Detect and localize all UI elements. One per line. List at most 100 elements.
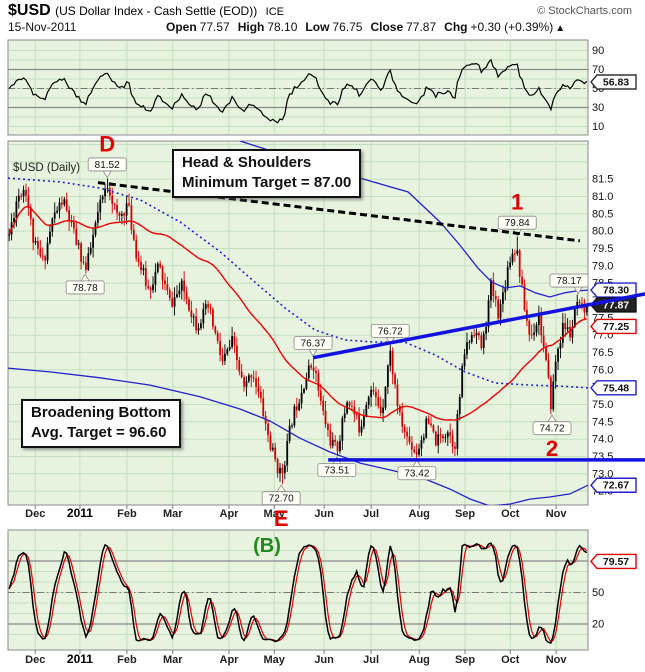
- svg-text:79.0: 79.0: [592, 260, 613, 272]
- price-flag: 73.42: [397, 459, 437, 481]
- svg-text:Apr: Apr: [220, 654, 240, 666]
- svg-text:81.5: 81.5: [592, 174, 613, 186]
- svg-text:Mar: Mar: [163, 654, 183, 666]
- svg-text:77.25: 77.25: [603, 321, 629, 333]
- svg-text:76.5: 76.5: [592, 347, 613, 359]
- svg-text:Jul: Jul: [363, 654, 379, 666]
- price-flag: 78.78: [65, 273, 105, 295]
- overlays: [8, 141, 588, 505]
- bb-line1: Broadening Bottom: [31, 404, 171, 421]
- ma50-line: [8, 205, 587, 421]
- exchange-label: ICE: [265, 6, 284, 18]
- close-value: 77.87: [406, 20, 437, 34]
- high-value: 78.10: [267, 20, 298, 34]
- letter-D: D: [99, 131, 115, 156]
- price-flag: 76.72: [370, 323, 410, 345]
- chart-legend: $USD (Daily): [13, 162, 80, 174]
- svg-text:Oct: Oct: [501, 508, 520, 520]
- svg-text:Nov: Nov: [546, 654, 568, 666]
- svg-text:73.42: 73.42: [404, 469, 429, 480]
- hs-line2: Minimum Target = 87.00: [182, 174, 352, 191]
- axis-value-box: 79.57: [590, 553, 637, 570]
- price-flag: 78.17: [549, 273, 589, 295]
- price-flags: 78.78 81.52 72.70 76.37 73.51 76.72 73.42 79.84…: [65, 157, 589, 506]
- svg-text:81.52: 81.52: [95, 160, 120, 171]
- svg-text:80.5: 80.5: [592, 208, 613, 220]
- svg-text:90: 90: [592, 45, 604, 57]
- chart-header: $USD (US Dollar Index - Cash Settle (EOD…: [8, 2, 638, 20]
- letter-1: 1: [511, 190, 523, 215]
- price-flag: 72.70: [261, 484, 301, 506]
- annotation-head-shoulders: Head & Shoulders Minimum Target = 87.00: [172, 149, 362, 198]
- svg-text:Feb: Feb: [117, 508, 137, 520]
- svg-text:70: 70: [592, 64, 604, 76]
- axis-value-box: 75.48: [590, 380, 637, 396]
- symbol-title: (US Dollar Index - Cash Settle (EOD)): [55, 4, 258, 18]
- svg-text:50: 50: [592, 587, 604, 599]
- svg-text:74.5: 74.5: [592, 416, 613, 428]
- chg-value: +0.30 (+0.39%): [470, 20, 554, 34]
- symbol-label: $USD: [8, 2, 51, 19]
- svg-text:May: May: [264, 654, 286, 666]
- svg-text:Sep: Sep: [455, 508, 475, 520]
- svg-text:Jun: Jun: [314, 654, 334, 666]
- svg-text:2011: 2011: [67, 652, 93, 666]
- upper-band-line: [239, 141, 588, 298]
- lower-band-line: [8, 367, 588, 505]
- svg-text:78.78: 78.78: [73, 283, 98, 294]
- chg-label: Chg: [444, 20, 468, 34]
- close-label: Close: [370, 20, 404, 34]
- svg-text:80.0: 80.0: [592, 226, 613, 238]
- bb-line2: Avg. Target = 96.60: [31, 424, 167, 441]
- axis-value-box: 72.67: [590, 477, 637, 493]
- price-flag: 81.52: [87, 157, 127, 179]
- svg-text:Jun: Jun: [314, 508, 334, 520]
- letter-2: 2: [546, 436, 558, 461]
- high-label: High: [237, 20, 265, 34]
- svg-text:Jul: Jul: [363, 508, 379, 520]
- annotation-letters: D E 1 2 (B) $USD (Daily): [13, 131, 558, 557]
- svg-text:78.17: 78.17: [556, 276, 581, 287]
- low-value: 76.75: [332, 20, 363, 34]
- rsi-series: [8, 58, 588, 124]
- price-flag: 76.37: [293, 336, 333, 357]
- stoch-panel-bg: [7, 529, 589, 651]
- hs-line1: Head & Shoulders: [182, 154, 312, 171]
- svg-text:75.48: 75.48: [603, 382, 629, 394]
- open-label: Open: [166, 20, 197, 34]
- svg-text:10: 10: [592, 121, 604, 133]
- svg-text:Aug: Aug: [409, 508, 430, 520]
- open-value: 77.57: [199, 20, 230, 34]
- low-label: Low: [305, 20, 330, 34]
- svg-text:Feb: Feb: [117, 654, 137, 666]
- quote-date: 15-Nov-2011: [8, 20, 77, 34]
- svg-text:Aug: Aug: [409, 654, 430, 666]
- price-flag: 74.72: [532, 414, 572, 436]
- svg-text:76.72: 76.72: [378, 326, 403, 337]
- svg-text:79.5: 79.5: [592, 243, 613, 255]
- svg-text:Dec: Dec: [25, 508, 45, 520]
- svg-text:30: 30: [592, 102, 604, 114]
- svg-text:Sep: Sep: [455, 654, 475, 666]
- svg-text:20: 20: [592, 619, 604, 631]
- svg-text:76.0: 76.0: [592, 364, 613, 376]
- svg-text:74.0: 74.0: [592, 434, 613, 446]
- annotation-broadening-bottom: Broadening Bottom Avg. Target = 96.60: [21, 399, 181, 448]
- rising-support-line: [312, 292, 645, 360]
- letter-E: E: [274, 506, 289, 531]
- price-series: [8, 178, 588, 485]
- svg-text:74.72: 74.72: [540, 424, 565, 435]
- axis-value-box: 56.83: [590, 74, 637, 90]
- svg-text:73.0: 73.0: [592, 468, 613, 480]
- svg-text:Apr: Apr: [220, 508, 240, 520]
- letter-B: (B): [253, 535, 281, 557]
- svg-text:Oct: Oct: [501, 654, 520, 666]
- axis-value-box: 77.25: [590, 318, 637, 335]
- axis-value-box: 78.30: [590, 282, 637, 298]
- svg-text:73.51: 73.51: [324, 466, 349, 477]
- svg-text:78.30: 78.30: [603, 285, 629, 297]
- quote-row: 15-Nov-2011 Open 77.57 High 78.10 Low 76.75 Clo…: [8, 20, 638, 34]
